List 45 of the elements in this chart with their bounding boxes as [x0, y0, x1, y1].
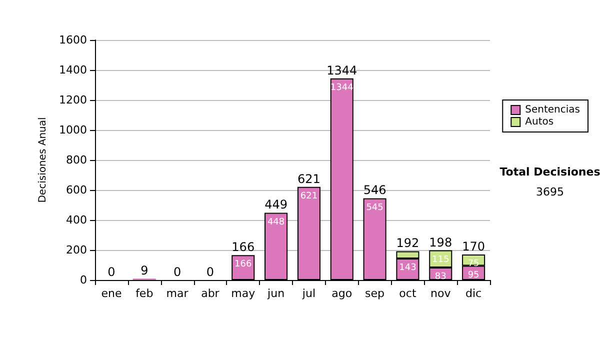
- total-label: 449: [264, 198, 288, 212]
- y-tick-label: 1000: [59, 124, 87, 136]
- y-tick-label: 0: [80, 274, 87, 286]
- x-tick-label: jun: [266, 287, 285, 300]
- x-tick-label: dic: [465, 287, 482, 300]
- data-label: 143: [399, 263, 416, 274]
- y-tick-label: 200: [66, 244, 87, 256]
- data-label: 545: [366, 202, 384, 213]
- y-tick-label: 600: [66, 184, 87, 196]
- total-label: 1344: [326, 63, 358, 78]
- x-tick-label: mar: [166, 287, 189, 300]
- total-label: 198: [429, 235, 452, 250]
- x-tick-label: may: [231, 287, 256, 300]
- y-axis-title: Decisiones Anual: [38, 117, 49, 203]
- y-tick-label: 400: [66, 214, 87, 226]
- total-label: 0: [173, 265, 182, 279]
- total-label: 9: [140, 264, 148, 278]
- legend-label: Autos: [525, 116, 554, 128]
- x-tick-label: jul: [301, 287, 316, 300]
- total-label: 0: [108, 265, 116, 279]
- x-tick-label: oct: [399, 287, 417, 300]
- data-label: 166: [234, 260, 252, 270]
- data-label: 95: [468, 270, 480, 280]
- data-label: 115: [432, 254, 450, 265]
- x-tick-label: ene: [101, 287, 122, 300]
- total-label: 192: [396, 236, 420, 250]
- x-tick-label: feb: [136, 287, 154, 300]
- data-label: 621: [300, 191, 318, 202]
- y-tick-label: 1400: [59, 64, 87, 76]
- data-label: 448: [267, 217, 285, 228]
- total-label: 0: [206, 265, 214, 279]
- y-tick-label: 800: [66, 154, 87, 166]
- total-label: 546: [363, 183, 386, 198]
- x-tick-label: ago: [332, 287, 352, 300]
- x-tick-label: nov: [430, 287, 452, 300]
- text: 3695: [536, 186, 564, 198]
- x-tick-label: abr: [201, 287, 220, 300]
- total-label: 166: [232, 240, 255, 254]
- total-label: 621: [298, 172, 320, 186]
- total-label: 170: [462, 240, 485, 254]
- text: Total Decisiones: [500, 166, 600, 178]
- legend-label: Sentencias: [525, 104, 580, 116]
- y-tick-label: 1200: [59, 94, 87, 106]
- x-tick-label: sep: [365, 287, 385, 300]
- y-tick-label: 1600: [59, 34, 87, 46]
